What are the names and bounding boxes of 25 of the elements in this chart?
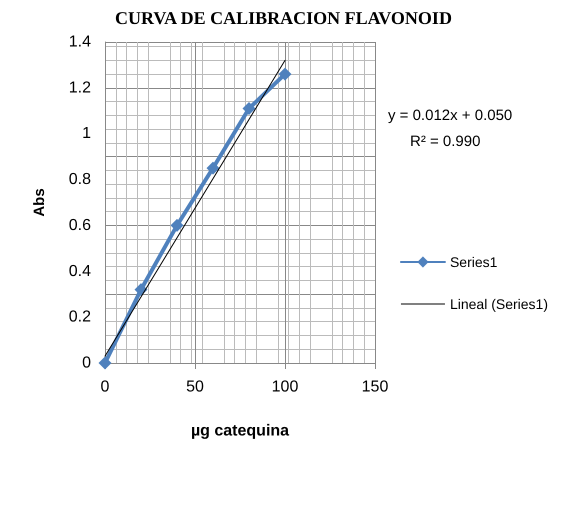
text: R² = 0.990 [410, 133, 480, 150]
y-axis-title: Abs [31, 188, 48, 217]
text: y = 0.012x + 0.050 [388, 107, 512, 124]
point [278, 68, 292, 81]
y-tick-label: 0.6 [68, 216, 92, 234]
point [206, 162, 220, 175]
point [134, 283, 148, 296]
x-tick-label: 0 [100, 378, 110, 396]
y-tick-label: 0 [82, 354, 92, 372]
legend-label: Series1 [450, 254, 498, 270]
y-tick-label: 0.2 [68, 308, 92, 326]
y-tick-label: 0.8 [68, 171, 92, 188]
legend-label: Lineal (Series1) [450, 296, 548, 312]
point [98, 356, 112, 370]
point [242, 102, 256, 115]
x-tick-label: 150 [362, 378, 388, 396]
point [170, 218, 184, 232]
y-tick-label: 1.2 [68, 79, 92, 96]
chart-title: CURVA DE CALIBRACION FLAVONOID [115, 8, 452, 28]
y-tick-label: 1.4 [68, 34, 92, 50]
x-tick-label: 50 [186, 378, 204, 396]
x-axis-title: µg catequina [190, 422, 290, 440]
x-tick-label: 100 [272, 378, 298, 396]
y-tick-label: 0.4 [68, 262, 92, 280]
y-tick-label: 1 [82, 125, 92, 142]
